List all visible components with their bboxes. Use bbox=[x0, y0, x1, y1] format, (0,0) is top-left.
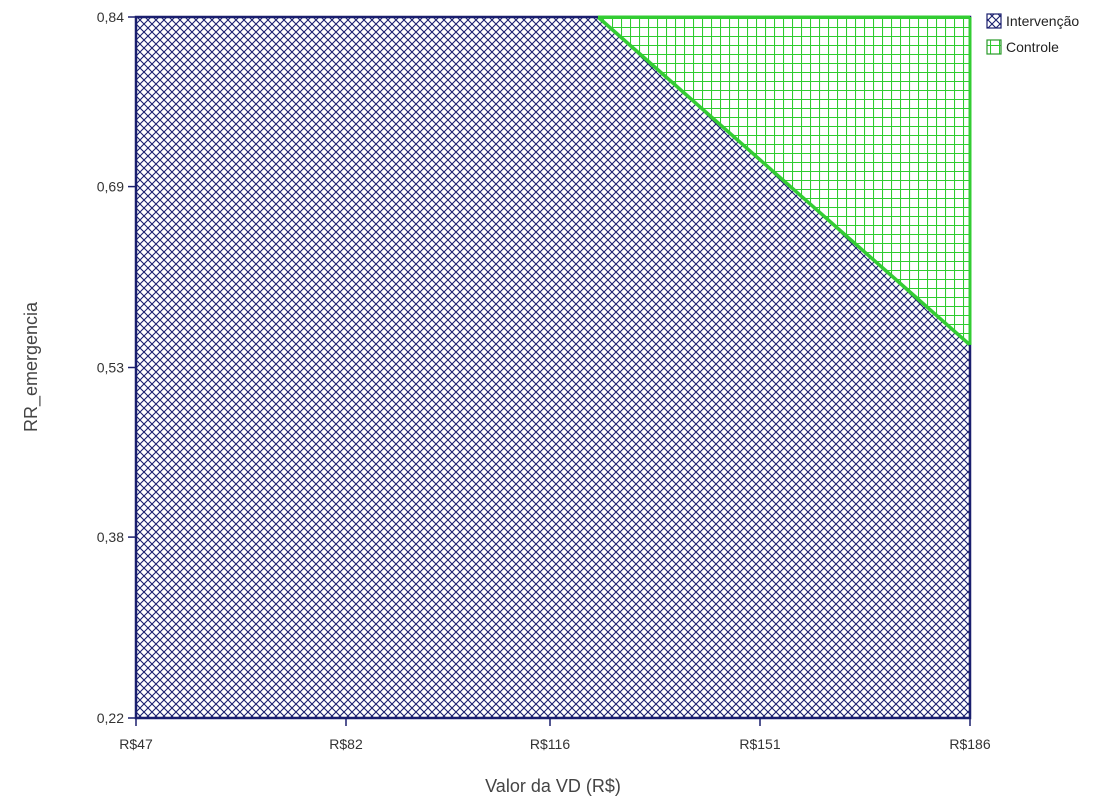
x-axis: R$47 R$82 R$116 R$151 R$186 bbox=[119, 718, 991, 752]
y-tick-label: 0,22 bbox=[97, 710, 124, 726]
x-tick-label: R$47 bbox=[119, 736, 153, 752]
plot-area bbox=[134, 15, 972, 720]
region-intervencao bbox=[136, 17, 970, 718]
legend-item-intervencao: Intervenção bbox=[986, 13, 1079, 29]
boundary-line bbox=[596, 15, 972, 347]
legend-label: Controle bbox=[1006, 39, 1059, 55]
x-tick-label: R$151 bbox=[739, 736, 780, 752]
x-axis-title: Valor da VD (R$) bbox=[485, 776, 621, 796]
y-tick-label: 0,84 bbox=[97, 9, 124, 25]
y-axis-title: RR_emergencia bbox=[21, 301, 42, 432]
y-tick-label: 0,53 bbox=[97, 360, 124, 376]
legend-swatch bbox=[986, 39, 1002, 55]
legend-label: Intervenção bbox=[1006, 13, 1079, 29]
x-tick-label: R$116 bbox=[530, 736, 570, 752]
legend-item-controle: Controle bbox=[986, 39, 1059, 55]
x-tick-label: R$82 bbox=[329, 736, 363, 752]
y-axis: 0,84 0,69 0,53 0,38 0,22 bbox=[97, 9, 136, 726]
x-tick-label: R$186 bbox=[949, 736, 990, 752]
legend: Intervenção Controle bbox=[986, 13, 1079, 55]
y-tick-label: 0,69 bbox=[97, 179, 124, 195]
legend-swatch bbox=[986, 13, 1002, 29]
y-tick-label: 0,38 bbox=[97, 529, 124, 545]
